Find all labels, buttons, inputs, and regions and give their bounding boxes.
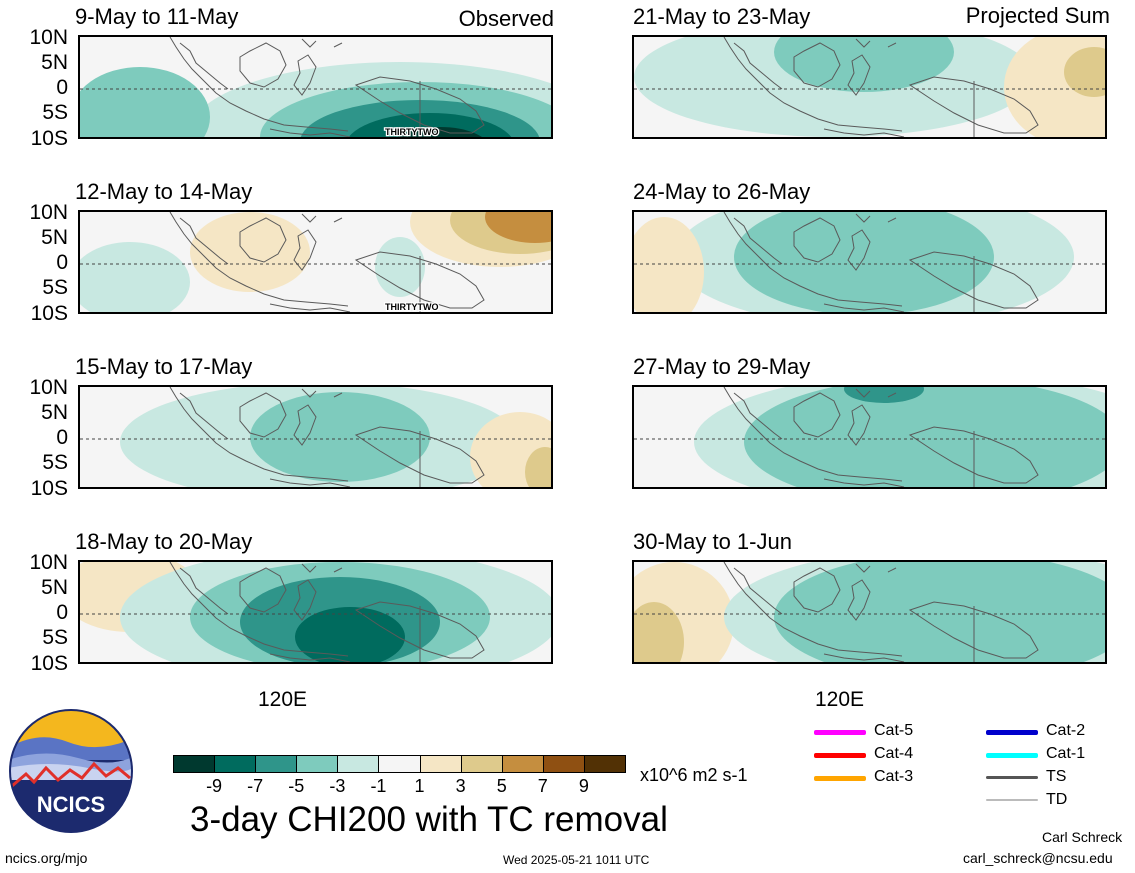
- lat-label: 5N: [41, 401, 68, 424]
- author-name: Carl Schreck: [1042, 829, 1123, 845]
- legend-line: [814, 730, 866, 735]
- colorbar-swatch: [296, 755, 339, 773]
- legend-line: [814, 753, 866, 758]
- map-panel: [632, 210, 1107, 314]
- colorbar-swatch: [214, 755, 257, 773]
- lat-label: 5S: [42, 276, 68, 299]
- legend-label: Cat-4: [874, 745, 914, 762]
- colorbar-swatch: [583, 755, 626, 773]
- legend-label: TS: [1046, 768, 1067, 785]
- map-panel: THIRTYTWO: [78, 35, 553, 139]
- colorbar-tick: -5: [288, 776, 305, 796]
- colorbar-units: x10^6 m2 s-1: [640, 765, 748, 785]
- logo-text: NCICS: [37, 792, 105, 817]
- lat-label: 0: [56, 251, 68, 274]
- author-email: carl_schreck@ncsu.edu: [963, 850, 1113, 866]
- colorbar-tick: 1: [414, 776, 425, 796]
- lat-label: 10S: [30, 477, 68, 500]
- legend-line: [814, 776, 866, 781]
- panel-title: 18-May to 20-May: [75, 529, 253, 554]
- colorbar-swatch: [542, 755, 585, 773]
- colorbar-tick: -3: [329, 776, 346, 796]
- lat-label: 10N: [29, 551, 68, 574]
- lat-label: 10N: [29, 201, 68, 224]
- lat-label: 5N: [41, 51, 68, 74]
- x-axis-label: 120E: [258, 688, 308, 711]
- map-panel: THIRTYTWO: [78, 210, 553, 314]
- lat-label: 0: [56, 426, 68, 449]
- panel-title: 27-May to 29-May: [633, 354, 811, 379]
- colorbar-tick: 5: [496, 776, 507, 796]
- lat-label: 5N: [41, 226, 68, 249]
- legend-label: Cat-3: [874, 768, 914, 785]
- legend-label: Cat-2: [1046, 722, 1086, 739]
- legend-line: [986, 730, 1038, 735]
- legend-label: Cat-1: [1046, 745, 1086, 762]
- map-panel: [78, 385, 553, 489]
- panel-title: 30-May to 1-Jun: [633, 529, 792, 554]
- colorbar: [173, 755, 626, 773]
- tc-label: THIRTYTWO: [385, 302, 439, 312]
- colorbar-tick: -7: [247, 776, 264, 796]
- lat-label: 5S: [42, 626, 68, 649]
- lat-label: 5S: [42, 101, 68, 124]
- x-axis-label: 120E: [815, 688, 865, 711]
- colorbar-swatch: [255, 755, 298, 773]
- ncics-logo: NCICS: [8, 708, 134, 834]
- colorbar-ticks: -9 -7 -5 -3 -1 1 3 5 7 9: [173, 776, 625, 798]
- lat-label: 10N: [29, 26, 68, 49]
- colorbar-tick: -9: [206, 776, 223, 796]
- colorbar-swatch: [378, 755, 421, 773]
- lat-label: 10S: [30, 127, 68, 150]
- map-panel: [632, 385, 1107, 489]
- panel-title: 15-May to 17-May: [75, 354, 253, 379]
- legend-label: TD: [1046, 791, 1068, 808]
- panel-title: 21-May to 23-May: [633, 4, 811, 29]
- tc-label: THIRTYTWO: [385, 127, 439, 137]
- colorbar-swatch: [501, 755, 544, 773]
- legend-line: [986, 799, 1038, 801]
- footer-url: ncics.org/mjo: [5, 850, 88, 866]
- footer-timestamp: Wed 2025-05-21 1011 UTC: [503, 853, 650, 867]
- observed-label: Observed: [458, 6, 554, 31]
- colorbar-swatch: [460, 755, 503, 773]
- main-title: 3-day CHI200 with TC removal: [190, 800, 668, 839]
- legend-line: [986, 753, 1038, 758]
- lat-label: 0: [56, 601, 68, 624]
- colorbar-tick: -1: [370, 776, 387, 796]
- colorbar-tick: 3: [455, 776, 466, 796]
- lat-label: 5N: [41, 576, 68, 599]
- lat-label: 10N: [29, 376, 68, 399]
- legend-line: [986, 776, 1038, 779]
- colorbar-swatch: [173, 755, 216, 773]
- colorbar-tick: 9: [578, 776, 589, 796]
- panel-title: 24-May to 26-May: [633, 179, 811, 204]
- map-panel: [632, 35, 1107, 139]
- projected-label: Projected Sum: [965, 3, 1110, 28]
- lat-label: 5S: [42, 451, 68, 474]
- panel-title: 12-May to 14-May: [75, 179, 253, 204]
- map-panel: [632, 560, 1107, 664]
- colorbar-tick: 7: [537, 776, 548, 796]
- colorbar-swatch: [337, 755, 380, 773]
- panel-title: 9-May to 11-May: [75, 4, 239, 29]
- legend-label: Cat-5: [874, 722, 914, 739]
- lat-label: 10S: [30, 652, 68, 675]
- lat-label: 0: [56, 76, 68, 99]
- map-panel: [78, 560, 553, 664]
- lat-label: 10S: [30, 302, 68, 325]
- colorbar-swatch: [419, 755, 462, 773]
